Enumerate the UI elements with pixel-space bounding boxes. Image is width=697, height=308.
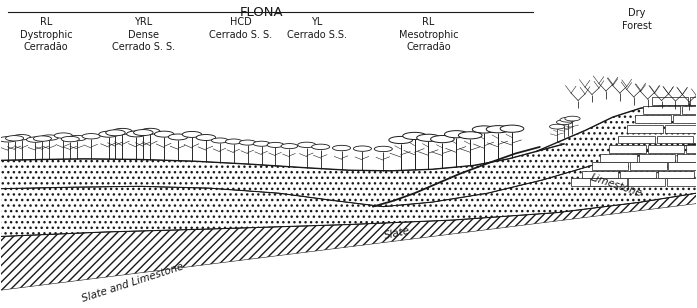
Ellipse shape — [389, 136, 413, 144]
Ellipse shape — [312, 144, 330, 149]
Bar — [665, 125, 696, 133]
Ellipse shape — [169, 134, 187, 140]
Ellipse shape — [281, 144, 298, 149]
Text: Slate and Limestone: Slate and Limestone — [81, 261, 185, 304]
Bar — [620, 171, 656, 178]
Ellipse shape — [403, 132, 427, 140]
Bar — [627, 125, 663, 133]
Ellipse shape — [196, 135, 215, 140]
Text: YL
Cerrado S.S.: YL Cerrado S.S. — [287, 17, 347, 39]
Bar — [635, 115, 671, 123]
Ellipse shape — [431, 136, 454, 143]
Ellipse shape — [487, 126, 510, 133]
Ellipse shape — [134, 130, 153, 136]
Ellipse shape — [549, 124, 565, 129]
Bar — [686, 145, 696, 153]
Bar — [648, 145, 684, 153]
Ellipse shape — [106, 130, 125, 136]
Text: RL
Dystrophic
Cerradão: RL Dystrophic Cerradão — [20, 17, 72, 52]
Ellipse shape — [500, 125, 523, 132]
Ellipse shape — [82, 134, 100, 139]
Ellipse shape — [141, 128, 160, 134]
Bar — [668, 162, 696, 170]
Ellipse shape — [565, 116, 580, 121]
Ellipse shape — [445, 131, 468, 138]
Ellipse shape — [68, 136, 86, 141]
Bar — [677, 154, 696, 162]
Polygon shape — [1, 105, 696, 207]
Bar — [590, 178, 627, 186]
Bar — [630, 162, 666, 170]
Ellipse shape — [239, 140, 256, 145]
Text: RL
Mesotrophic
Cerradão: RL Mesotrophic Cerradão — [399, 17, 459, 52]
Ellipse shape — [473, 126, 496, 133]
Ellipse shape — [332, 145, 351, 151]
Bar — [571, 178, 608, 186]
Bar — [673, 115, 696, 123]
Ellipse shape — [211, 138, 228, 143]
Text: YRL
Dense
Cerrado S. S.: YRL Dense Cerrado S. S. — [112, 17, 175, 52]
Bar — [657, 136, 693, 143]
Bar — [609, 145, 645, 153]
Ellipse shape — [353, 146, 372, 151]
Ellipse shape — [225, 139, 242, 144]
Ellipse shape — [40, 135, 59, 140]
Ellipse shape — [0, 137, 17, 142]
Bar — [581, 171, 618, 178]
Ellipse shape — [459, 132, 482, 139]
Polygon shape — [1, 193, 696, 290]
Ellipse shape — [556, 120, 572, 124]
Ellipse shape — [6, 136, 24, 141]
Bar — [658, 171, 694, 178]
Ellipse shape — [61, 136, 79, 142]
Bar — [652, 97, 688, 105]
Ellipse shape — [99, 131, 118, 137]
Text: Slate: Slate — [383, 226, 411, 241]
Ellipse shape — [13, 135, 31, 140]
Text: FLONA: FLONA — [240, 6, 284, 19]
Ellipse shape — [113, 128, 132, 134]
Bar — [667, 178, 696, 186]
Ellipse shape — [560, 117, 575, 122]
Polygon shape — [1, 144, 696, 237]
Text: Dry
Forest: Dry Forest — [622, 8, 652, 30]
Bar — [629, 178, 665, 186]
Ellipse shape — [374, 146, 392, 152]
Ellipse shape — [417, 134, 441, 141]
Bar — [592, 162, 628, 170]
Text: HCD
Cerrado S. S.: HCD Cerrado S. S. — [209, 17, 273, 39]
Bar — [690, 97, 696, 105]
Ellipse shape — [54, 133, 72, 138]
Ellipse shape — [298, 142, 316, 148]
Ellipse shape — [155, 131, 174, 137]
Bar — [618, 136, 654, 143]
Ellipse shape — [182, 132, 201, 137]
Text: Limestone: Limestone — [589, 172, 643, 199]
Ellipse shape — [26, 137, 45, 142]
Ellipse shape — [267, 142, 284, 148]
Ellipse shape — [253, 141, 270, 146]
Bar — [643, 106, 680, 114]
Bar — [600, 154, 636, 162]
Ellipse shape — [127, 131, 146, 137]
Bar — [682, 106, 696, 114]
Ellipse shape — [33, 136, 52, 141]
Bar — [638, 154, 675, 162]
